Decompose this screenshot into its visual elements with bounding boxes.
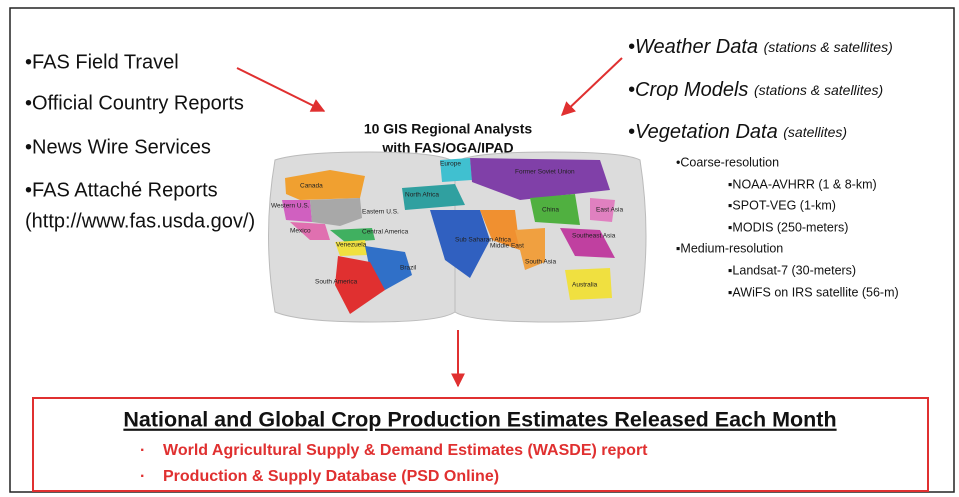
map-label: Europe: [440, 161, 461, 168]
sensor-item: ▪SPOT-VEG (1-km): [728, 198, 836, 212]
output-box: [32, 397, 929, 492]
arrow: [560, 57, 623, 116]
map-label: Former Soviet Union: [515, 169, 575, 176]
data-item: •Vegetation Data (satellites): [628, 121, 847, 143]
world-map: [268, 151, 647, 323]
sensor-item: ▪MODIS (250-meters): [728, 220, 848, 234]
sensor-item: ▪AWiFS on IRS satellite (56-m): [728, 285, 899, 299]
map-label: Mexico: [290, 228, 311, 235]
bullet: ·: [140, 468, 145, 485]
map-label: Australia: [572, 282, 598, 289]
source-item: •News Wire Services: [25, 136, 211, 158]
source-item: •Official Country Reports: [25, 92, 244, 114]
analysts-title: with FAS/OGA/IPAD: [381, 140, 513, 156]
sensor-item: ▪Landsat-7 (30-meters): [728, 263, 856, 277]
map-label: China: [542, 207, 559, 214]
source-item: •FAS Attaché Reports: [25, 179, 218, 201]
output-item: Production & Supply Database (PSD Online…: [163, 468, 499, 485]
data-item-name: •Crop Models: [628, 79, 748, 101]
map-label: Brazil: [400, 265, 417, 272]
map-label: Middle East: [490, 243, 524, 250]
data-item-note: (stations & satellites): [764, 39, 893, 55]
map-label: Canada: [300, 183, 323, 190]
output-item: World Agricultural Supply & Demand Estim…: [163, 442, 648, 459]
data-item-note: (satellites): [783, 124, 847, 140]
map-label: North Africa: [405, 192, 439, 199]
map-label: Eastern U.S.: [362, 209, 399, 216]
map-label: South Asia: [525, 259, 556, 266]
data-item: •Crop Models (stations & satellites): [628, 79, 883, 101]
bullet: ·: [140, 442, 145, 459]
data-item: •Weather Data (stations & satellites): [628, 36, 893, 58]
map-label: Central America: [362, 229, 409, 236]
data-item-name: •Vegetation Data: [628, 121, 778, 143]
source-item: •FAS Field Travel: [25, 51, 179, 73]
map-label: Venezuela: [336, 242, 367, 249]
arrow: [236, 67, 326, 112]
data-item-name: •Weather Data: [628, 36, 758, 58]
map-label: Western U.S.: [271, 203, 310, 210]
map-label: South America: [315, 279, 358, 286]
resolution-group: ▪Medium-resolution: [676, 241, 783, 255]
map-label: Southeast Asia: [572, 233, 616, 240]
analysts-title: 10 GIS Regional Analysts: [364, 121, 533, 137]
map-label: East Asia: [596, 207, 623, 214]
output-title: National and Global Crop Production Esti…: [123, 408, 836, 432]
data-item-note: (stations & satellites): [754, 82, 883, 98]
resolution-group: •Coarse-resolution: [676, 155, 779, 169]
sensor-item: ▪NOAA-AVHRR (1 & 8-km): [728, 177, 877, 191]
map-label: Sub Saharan Africa: [455, 237, 511, 244]
source-url: (http://www.fas.usda.gov/): [25, 210, 255, 232]
